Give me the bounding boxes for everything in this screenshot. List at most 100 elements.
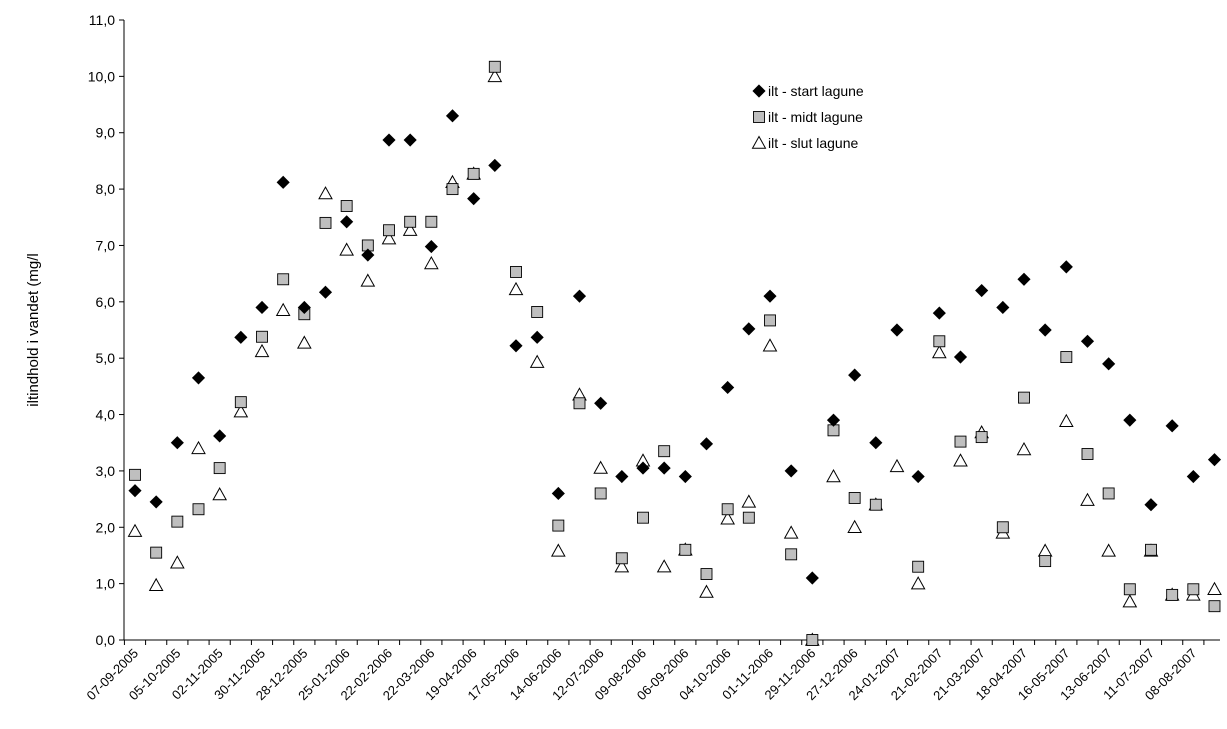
square-point [150, 546, 163, 559]
diamond-point [1186, 469, 1200, 484]
triangle-point [1037, 543, 1053, 557]
diamond-point [742, 322, 756, 336]
square-point [1081, 448, 1094, 460]
y-tick-label: 1,0 [96, 576, 116, 592]
triangle-point [1122, 594, 1138, 608]
square-point [615, 552, 628, 565]
diamond-point [1165, 419, 1179, 433]
square-point [742, 511, 755, 524]
square-point [1208, 600, 1221, 613]
triangle-point [741, 494, 757, 508]
diamond-point [445, 109, 460, 123]
diamond-point [805, 571, 819, 585]
triangle-point [910, 576, 926, 590]
diamond-point [1144, 498, 1158, 512]
triangle-point [360, 273, 376, 287]
triangle-point [762, 338, 778, 352]
triangle-point [1058, 413, 1074, 428]
data-points [127, 60, 1222, 646]
triangle-point [191, 440, 206, 455]
diamond-point [424, 240, 438, 254]
legend-label: ilt - slut lagune [768, 135, 858, 151]
diamond-point [657, 461, 671, 475]
diamond-point [636, 461, 650, 475]
square-point [425, 215, 438, 228]
y-tick-label: 0,0 [96, 632, 116, 648]
square-point [552, 519, 565, 532]
y-tick-label: 4,0 [96, 407, 116, 423]
square-point [319, 216, 332, 229]
square-point [912, 560, 925, 573]
triangle-point [1016, 441, 1032, 456]
legend-marker-diamond [752, 84, 766, 98]
triangle-point [699, 584, 714, 598]
triangle-point [402, 222, 418, 236]
diamond-point [572, 289, 587, 303]
triangle-point [127, 523, 143, 537]
triangle-point [1080, 492, 1095, 506]
legend-label: ilt - midt lagune [768, 109, 863, 125]
diamond-point [340, 215, 354, 229]
diamond-point [1207, 453, 1222, 467]
square-point [277, 273, 290, 286]
triangle-point [233, 404, 249, 418]
legend-marker-square [753, 111, 765, 123]
square-point [171, 515, 184, 528]
square-point [996, 521, 1009, 534]
square-point [1145, 543, 1157, 556]
legend-label: ilt - start lagune [768, 83, 864, 99]
series-diamond [128, 109, 1222, 585]
triangle-point [487, 68, 503, 83]
square-point [679, 543, 692, 556]
diamond-point [975, 283, 989, 298]
square-point [1166, 588, 1179, 601]
diamond-point [890, 323, 904, 337]
triangle-point [212, 487, 228, 501]
triangle-point [318, 186, 333, 200]
y-tick-label: 2,0 [96, 519, 116, 535]
y-tick-label: 7,0 [96, 237, 116, 253]
square-point [954, 435, 967, 448]
diamond-point [911, 469, 925, 484]
square-point [129, 468, 141, 481]
diamond-point [191, 371, 206, 385]
square-point [573, 397, 586, 410]
diamond-point [763, 289, 777, 303]
square-point [340, 200, 353, 212]
triangle-point [1207, 581, 1222, 595]
diamond-point [361, 248, 375, 262]
triangle-point [614, 559, 630, 573]
square-point [404, 215, 417, 228]
diamond-point [149, 495, 163, 509]
legend-marker-triangle [751, 135, 767, 149]
diamond-point [1080, 334, 1095, 348]
square-point [785, 548, 798, 561]
triangle-point [550, 543, 566, 557]
square-point [1187, 583, 1200, 596]
square-point [594, 487, 607, 500]
square-point [1123, 583, 1136, 596]
y-tick-label: 3,0 [96, 463, 116, 479]
square-point [192, 503, 205, 516]
diamond-point [234, 330, 248, 344]
y-axis: 0,0 1,0 2,0 3,0 4,0 5,0 6,0 7,0 8,0 9,0 10,0 11,0 [88, 12, 125, 648]
triangle-point [339, 242, 355, 256]
diamond-point [1038, 323, 1052, 337]
y-tick-label: 6,0 [96, 294, 116, 310]
square-point [1102, 487, 1115, 500]
square-point [446, 183, 459, 196]
series-square [129, 60, 1221, 646]
diamond-point [615, 469, 629, 484]
square-point [869, 498, 882, 511]
diamond-point [784, 464, 798, 478]
x-axis: 07-09-200505-10-200502-11-200530-11-2005… [83, 639, 1220, 703]
triangle-point [656, 559, 672, 573]
square-point [721, 503, 734, 516]
diamond-point [594, 396, 608, 410]
diamond-point [1123, 413, 1137, 427]
diamond-point [1017, 272, 1031, 286]
diamond-point [128, 484, 142, 498]
triangle-point [593, 460, 609, 474]
square-point [700, 568, 713, 581]
